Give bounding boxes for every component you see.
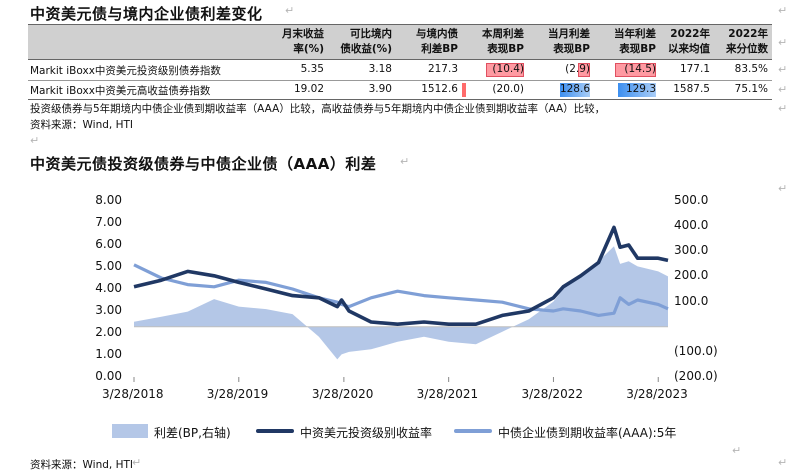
header-cell: 月末收益 率(%) xyxy=(282,28,324,55)
x-tick-label: 3/28/2018 xyxy=(102,387,164,401)
data-bar-negative xyxy=(462,83,466,97)
legend-label: 利差(BP,右轴) xyxy=(154,426,231,440)
paragraph-mark-icon: ↵ xyxy=(778,4,788,17)
y-left-tick-label: 7.00 xyxy=(95,215,122,229)
y-left-tick-label: 1.00 xyxy=(95,347,122,361)
table-cell: 83.5% xyxy=(734,63,768,75)
paragraph-mark-icon: ↵ xyxy=(400,155,410,168)
legend-swatch-dark-line xyxy=(256,429,294,433)
index-name: Markit iBoxx中资美元高收益债券指数 xyxy=(30,85,211,97)
header-cell: 可比境内 债收益(%) xyxy=(340,28,392,55)
header-cell: 2022年 来分位数 xyxy=(726,28,768,55)
table-cell: 5.35 xyxy=(300,63,324,75)
table-header: 月末收益 率(%) 可比境内 债收益(%) 与境内债 利差BP 本周利差 表现BP 当月… xyxy=(28,24,772,60)
y-left-tick-label: 6.00 xyxy=(95,237,122,251)
y-right-tick-label: (200.0) xyxy=(674,369,718,383)
x-tick-label: 3/28/2021 xyxy=(416,387,479,401)
table-row: Markit iBoxx中资美元投资级别债券指数 5.35 3.18 217.3… xyxy=(28,61,772,79)
yield-line-series xyxy=(133,225,669,327)
header-cell: 当年利差 表现BP xyxy=(614,28,656,55)
section-title-spread-change: 中资美元债与境内企业债利差变化 xyxy=(30,5,263,23)
data-bar-positive xyxy=(560,83,590,97)
table-cell: 3.90 xyxy=(368,83,392,95)
table-cell: 1512.6 xyxy=(421,83,458,95)
paragraph-mark-icon: ↵ xyxy=(778,182,788,195)
table-cell: 75.1% xyxy=(734,83,768,95)
paragraph-mark-icon: ↵ xyxy=(30,134,40,147)
y-right-tick-label: 100.0 xyxy=(674,293,709,308)
ig-yield-line xyxy=(133,225,669,327)
table-cell: 177.1 xyxy=(679,63,710,75)
table-cell: (2.9) xyxy=(565,63,590,75)
x-tick-label: 3/28/2019 xyxy=(206,387,269,401)
table-cell: 19.02 xyxy=(293,83,324,95)
y-right-tick-label: 300.0 xyxy=(674,243,709,258)
paragraph-mark-icon: ↵ xyxy=(778,102,788,115)
y-right-tick-label: 200.0 xyxy=(674,268,709,283)
header-cell: 当月利差 表现BP xyxy=(548,28,590,55)
data-bar-negative xyxy=(486,63,524,77)
paragraph-mark-icon: ↵ xyxy=(732,444,742,457)
source-note: 资料来源：Wind, HTI xyxy=(30,119,133,131)
legend-swatch-area xyxy=(112,424,148,438)
x-tick-marks xyxy=(133,377,659,382)
paragraph-mark-icon: ↵ xyxy=(778,63,788,76)
source-note: 资料来源：Wind, HTI xyxy=(30,459,133,471)
y-left-tick-label: 5.00 xyxy=(95,259,122,273)
header-cell: 本周利差 表现BP xyxy=(482,28,524,55)
y-right-tick-label: (100.0) xyxy=(674,343,718,358)
paragraph-mark-icon: ↵ xyxy=(285,4,295,17)
y-right-tick-label: 500.0 xyxy=(674,193,709,207)
y-left-tick-label: 2.00 xyxy=(95,325,122,339)
table-cell: (14.5) xyxy=(624,63,656,75)
legend-label: 中债企业债到期收益率(AAA):5年 xyxy=(498,426,677,440)
header-cell: 与境内债 利差BP xyxy=(416,28,458,55)
row-divider xyxy=(28,99,772,100)
y-left-tick-label: 0.00 xyxy=(95,369,122,383)
paragraph-mark-icon: ↵ xyxy=(132,456,142,469)
header-cell: 2022年 以来均值 xyxy=(668,28,710,55)
table-cell: 217.3 xyxy=(427,63,458,75)
legend-label: 中资美元投资级别收益率 xyxy=(300,426,433,440)
spread-area xyxy=(134,246,668,360)
table-cell: (20.0) xyxy=(492,83,524,95)
table-note: 投资级债券与5年期境内中债企业债到期收益率（AAA）比较，高收益债券与5年期境内… xyxy=(30,103,606,115)
paragraph-mark-icon: ↵ xyxy=(778,83,788,96)
row-divider xyxy=(28,80,772,81)
y-left-tick-label: 4.00 xyxy=(95,281,122,295)
table-cell: 3.18 xyxy=(368,63,392,75)
table-cell: 129.3 xyxy=(625,83,656,95)
table-row: Markit iBoxx中资美元高收益债券指数 19.02 3.90 1512.… xyxy=(28,81,772,99)
data-bar-positive xyxy=(618,83,656,97)
aaa-yield-line xyxy=(133,263,669,317)
table-cell: 128.6 xyxy=(559,83,590,95)
y-right-tick-label: 400.0 xyxy=(674,218,709,233)
spread-area-series xyxy=(134,246,668,360)
paragraph-mark-icon: ↵ xyxy=(778,456,788,469)
x-tick-label: 3/28/2020 xyxy=(311,387,374,401)
paragraph-mark-icon: ↵ xyxy=(778,36,788,49)
x-tick-label: 3/28/2023 xyxy=(626,387,688,401)
y-left-tick-label: 3.00 xyxy=(95,303,122,317)
section-title-chart: 中资美元债投资级债券与中债企业债（AAA）利差 xyxy=(30,155,377,173)
table-cell: (10.4) xyxy=(492,63,524,75)
index-name: Markit iBoxx中资美元投资级别债券指数 xyxy=(30,65,221,77)
table-cell: 1587.5 xyxy=(673,83,710,95)
legend-swatch-light-line xyxy=(454,429,492,433)
y-left-tick-label: 8.00 xyxy=(95,193,122,207)
x-tick-label: 3/28/2022 xyxy=(521,387,583,401)
data-bar-negative xyxy=(615,63,656,77)
data-bar-negative xyxy=(578,63,590,77)
